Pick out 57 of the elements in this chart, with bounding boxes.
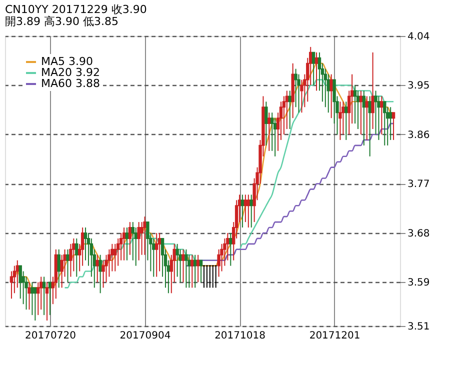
candlestick	[244, 194, 248, 223]
candlestick	[190, 254, 194, 288]
candlestick	[371, 52, 374, 130]
y-tick-label: 4.04	[408, 32, 430, 42]
candlestick	[30, 282, 34, 316]
legend-label: MA5 3.90	[41, 55, 94, 68]
candlestick	[229, 232, 232, 266]
y-tick-label: 3.77	[408, 179, 430, 190]
x-tick-label: 20171018	[214, 330, 266, 342]
candlestick	[380, 96, 384, 135]
line-series	[186, 122, 394, 266]
candlestick	[268, 112, 271, 152]
candlestick	[196, 254, 200, 283]
candlestick	[137, 222, 140, 261]
candlestick	[193, 254, 197, 288]
candlestick	[344, 101, 348, 140]
y-tick-label: 3.68	[408, 228, 430, 240]
y-tick-label: 3.59	[408, 278, 430, 289]
candlestick	[368, 96, 372, 157]
candlestick	[246, 194, 250, 228]
candlestick	[184, 248, 188, 288]
y-tick-label: 3.51	[408, 322, 430, 332]
candlestick	[66, 248, 70, 283]
candlestick	[362, 90, 366, 146]
chart-title: CN10YY 20171229 收3.90	[5, 3, 147, 16]
y-tick-label: 3.86	[408, 130, 430, 141]
candlestick	[128, 222, 132, 256]
candlestick	[388, 106, 392, 140]
candlestick	[45, 282, 49, 322]
candlestick	[199, 260, 203, 283]
candlestick	[264, 101, 268, 146]
candlestick	[28, 282, 31, 310]
candlestick	[240, 194, 244, 228]
y-tick-label: 3.95	[408, 80, 430, 92]
candlestick	[314, 52, 318, 92]
x-tick-label: 20171201	[309, 330, 360, 342]
candlestick	[312, 52, 316, 86]
candlestick	[122, 227, 126, 261]
candlestick	[338, 101, 342, 140]
candlestick	[359, 90, 363, 135]
candlestick	[154, 232, 158, 278]
legend-label: MA20 3.92	[41, 66, 100, 79]
candlestick	[125, 227, 129, 261]
x-tick-label: 20170904	[120, 330, 171, 342]
candlestick	[42, 276, 46, 316]
x-tick-label: 20170720	[25, 330, 76, 342]
candlestick	[48, 282, 52, 316]
candlestick	[75, 238, 78, 278]
legend-label: MA60 3.88	[41, 77, 100, 90]
candlestick	[143, 216, 146, 256]
candlestick	[330, 74, 333, 119]
candlestick	[98, 254, 102, 294]
candlestick	[383, 101, 386, 146]
chart-subtitle: 開3.89 高3.90 低3.85	[5, 15, 118, 28]
candlestick	[34, 287, 37, 322]
candlestick	[392, 112, 396, 140]
candlestick	[182, 248, 185, 283]
